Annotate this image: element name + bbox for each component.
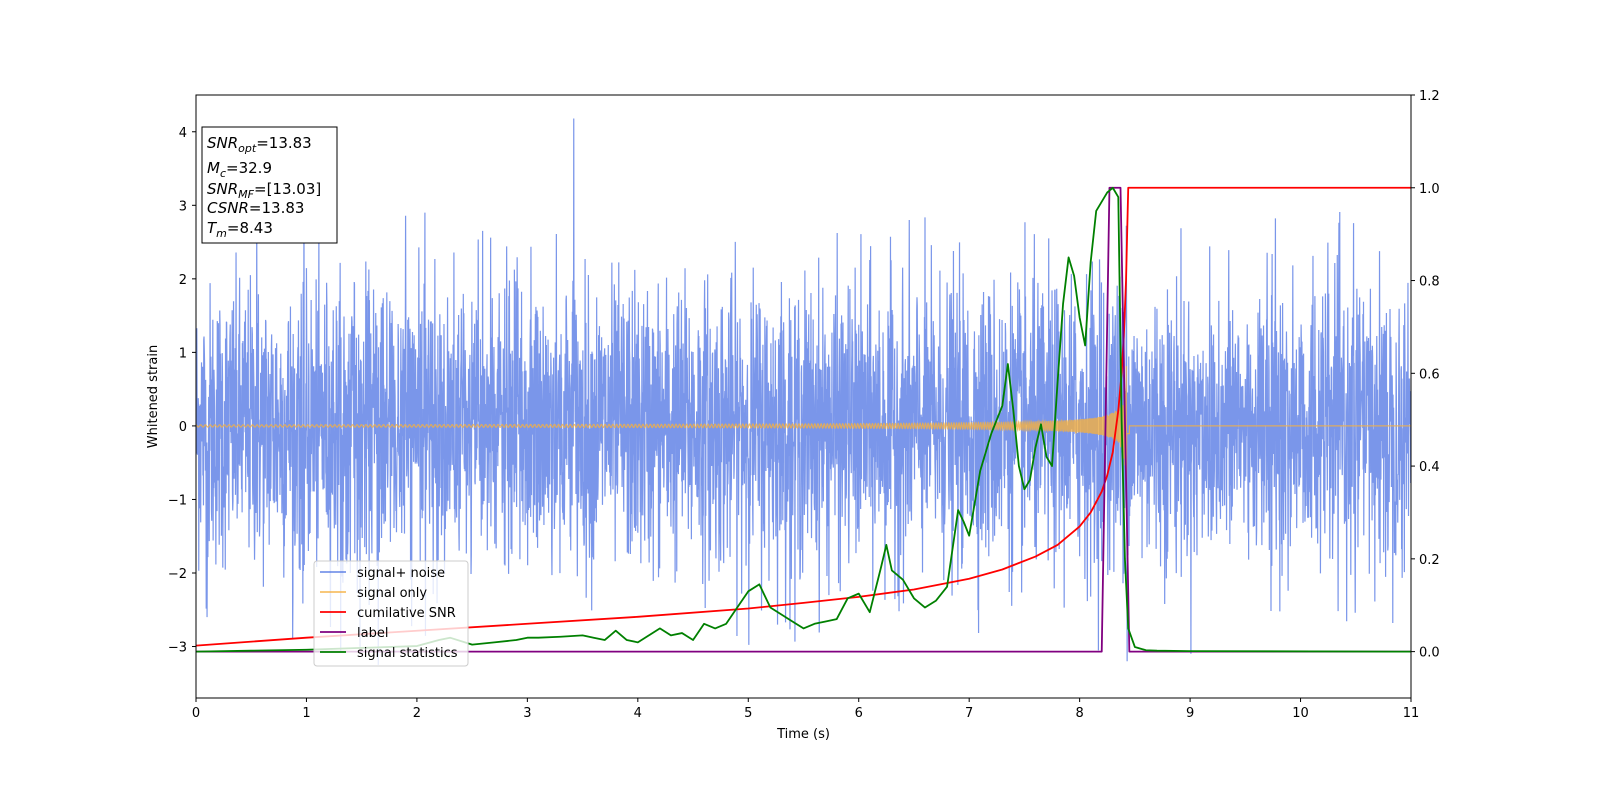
y-tick-label: −1 bbox=[168, 493, 187, 508]
legend-frame bbox=[313, 560, 469, 667]
legend-entry-label: signal statistics bbox=[357, 646, 458, 661]
y-tick-label: −2 bbox=[168, 567, 187, 582]
y2-tick-label: 0.0 bbox=[1419, 646, 1440, 661]
x-tick-label: 5 bbox=[744, 706, 752, 721]
info-box-line: SNRopt=13.83 bbox=[207, 134, 312, 155]
y-tick-label: 3 bbox=[179, 199, 187, 214]
series-signal-only bbox=[196, 366, 1411, 511]
info-box-line: SNRMF=[13.03] bbox=[207, 180, 321, 201]
info-box-line: Mc=32.9 bbox=[207, 159, 272, 180]
x-tick-label: 2 bbox=[413, 706, 421, 721]
signal-statistics-line bbox=[196, 186, 1411, 653]
y-axis-label: Whitened strain bbox=[146, 345, 161, 448]
y-tick-label: 0 bbox=[179, 420, 187, 435]
y-tick-label: 2 bbox=[179, 273, 187, 288]
x-tick-label: 0 bbox=[192, 706, 200, 721]
legend-entry-label: signal+ noise bbox=[357, 566, 445, 581]
y-tick-label: 4 bbox=[179, 126, 187, 141]
y2-tick-label: 1.2 bbox=[1419, 89, 1440, 104]
y2-tick-label: 0.6 bbox=[1419, 367, 1440, 382]
plot-frame bbox=[195, 94, 1412, 699]
y2-tick-label: 0.2 bbox=[1419, 553, 1440, 568]
x-tick-label: 10 bbox=[1292, 706, 1309, 721]
y-tick-label: −3 bbox=[168, 641, 187, 656]
legend-entry-label: label bbox=[357, 626, 388, 641]
x-tick-label: 6 bbox=[855, 706, 863, 721]
x-tick-label: 11 bbox=[1403, 706, 1420, 721]
x-tick-label: 8 bbox=[1075, 706, 1083, 721]
x-axis-ticks: 0 1 2 3 4 5 6 7 8 9 10 11 bbox=[192, 698, 1419, 721]
y-tick-label: 1 bbox=[179, 346, 187, 361]
x-tick-label: 9 bbox=[1186, 706, 1194, 721]
y2-tick-label: 0.8 bbox=[1419, 275, 1440, 290]
y2-axis-ticks: 0.0 0.2 0.4 0.6 0.8 1.0 1.2 bbox=[1411, 89, 1440, 661]
x-tick-label: 3 bbox=[523, 706, 531, 721]
y2-tick-label: 0.4 bbox=[1419, 460, 1440, 475]
right-axis-series bbox=[196, 186, 1411, 653]
info-box-frame bbox=[201, 126, 338, 244]
y-axis-ticks: −3 −2 −1 0 1 2 3 4 bbox=[168, 126, 196, 656]
legend: signal+ noise signal only cumilative SNR la… bbox=[313, 560, 469, 667]
legend-entry-label: cumilative SNR bbox=[357, 606, 456, 621]
y2-tick-label: 1.0 bbox=[1419, 182, 1440, 197]
x-tick-label: 4 bbox=[634, 706, 642, 721]
x-tick-label: 7 bbox=[965, 706, 973, 721]
info-box-line: CSNR=13.83 bbox=[207, 199, 304, 217]
x-axis-label: Time (s) bbox=[776, 727, 830, 742]
info-box: SNRopt=13.83 Mc=32.9SNRMF=[13.03]CSNR=13.… bbox=[201, 126, 338, 244]
signal-only-line bbox=[196, 366, 1411, 511]
x-tick-label: 1 bbox=[302, 706, 310, 721]
info-box-line: Tm=8.43 bbox=[207, 219, 273, 240]
legend-entry-label: signal only bbox=[357, 586, 427, 601]
